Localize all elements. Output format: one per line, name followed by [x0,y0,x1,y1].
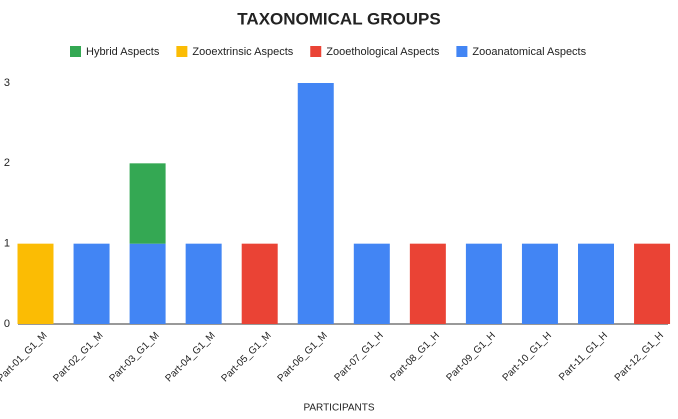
bar-segment [129,243,166,324]
bar-segment [634,243,671,324]
bar-segment [17,243,54,324]
chart-title: TAXONOMICAL GROUPS [237,9,440,28]
bar-segment [465,243,502,324]
legend-label: Zooextrinsic Aspects [192,46,293,58]
bar-segment [521,243,558,324]
bar-segment [409,243,446,324]
bar-segment [578,243,614,324]
bar-segment [353,243,390,324]
legend-label: Zooethological Aspects [326,46,440,58]
bar-segment [73,243,110,324]
bar-segment [129,163,166,244]
x-axis-title: PARTICIPANTS [303,403,374,414]
bar-segment [185,243,222,324]
bar-segment [297,83,334,324]
legend-swatch [310,46,322,57]
legend-label: Zooanatomical Aspects [472,46,586,58]
y-tick-label: 3 [4,77,10,89]
y-tick-label: 1 [4,238,10,250]
y-tick-label: 2 [4,157,10,169]
legend-label: Hybrid Aspects [86,46,160,58]
y-tick-label: 0 [4,318,10,330]
bar-segment [241,243,278,324]
legend-swatch [456,46,468,57]
legend-swatch [70,46,81,57]
legend-swatch [176,46,188,57]
